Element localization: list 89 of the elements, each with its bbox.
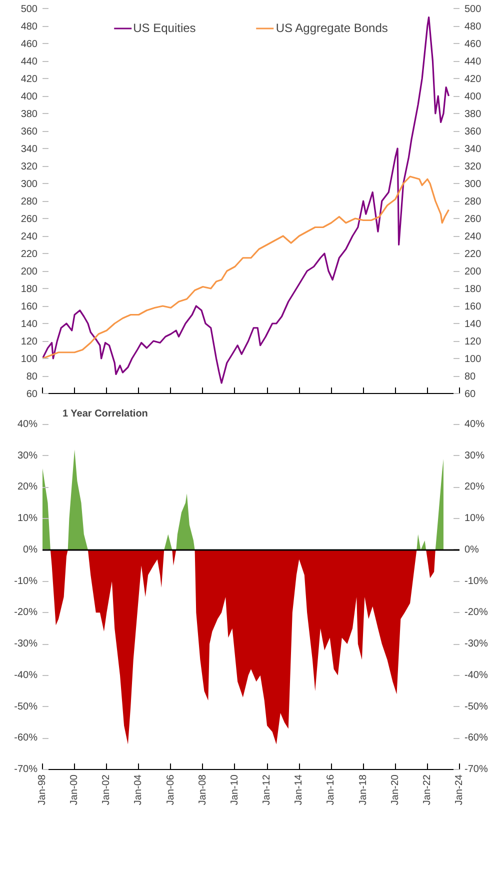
y2-tick-label: -20%	[464, 607, 488, 618]
line-series	[42, 16, 450, 384]
y2-tick-label: 200	[464, 266, 482, 278]
x-tick-label: Jan-06	[165, 774, 176, 806]
y2-tick-label: 40%	[464, 419, 485, 430]
y2-tick-label: 10%	[464, 513, 485, 524]
y-tick-label: 480	[20, 22, 38, 32]
y-tick-label: 400	[20, 92, 38, 102]
y2-tick-label: 220	[464, 249, 482, 260]
x-tick-label: Jan-08	[197, 774, 208, 806]
y2-tick-label: 80	[464, 372, 476, 382]
y-tick-label: 420	[20, 74, 38, 85]
y2-tick-label: -60%	[464, 732, 488, 744]
y-tick-label: 20%	[17, 482, 38, 493]
legend-label: US Aggregate Bonds	[276, 21, 388, 35]
y2-tick-label: 260	[464, 214, 482, 225]
y-tick-label: 380	[20, 109, 38, 120]
y2-tick-label: 440	[464, 56, 482, 68]
y-tick-label: 30%	[17, 450, 38, 462]
y-tick-label: 140	[20, 319, 38, 330]
y2-tick-label: -40%	[464, 670, 488, 681]
y-tick-label: 280	[20, 196, 38, 208]
y-tick-label: 500	[20, 4, 38, 15]
x-tick-label: Jan-16	[326, 774, 337, 806]
y-tick-label: 460	[20, 39, 38, 50]
x-tick-label: Jan-22	[422, 774, 433, 806]
y2-tick-label: 160	[464, 302, 482, 312]
y2-tick-label: 420	[464, 74, 482, 85]
y2-tick-label: 60	[464, 389, 476, 400]
y2-tick-label: 0%	[464, 544, 480, 556]
y2-tick-label: 20%	[464, 482, 485, 493]
y-tick-label: -50%	[14, 701, 38, 712]
y-tick-label: -60%	[14, 732, 38, 744]
y2-tick-label: -50%	[464, 701, 488, 712]
y-tick-label: -40%	[14, 670, 38, 681]
y2-tick-label: 320	[464, 162, 482, 172]
y2-tick-label: 120	[464, 336, 482, 348]
y-tick-label: 360	[20, 126, 38, 138]
y2-tick-label: 380	[464, 109, 482, 120]
x-tick-label: Jan-02	[101, 774, 112, 806]
y2-tick-label: 240	[464, 232, 482, 242]
y-tick-label: 120	[20, 336, 38, 348]
x-tick-label: Jan-12	[262, 774, 273, 806]
x-tick-label: Jan-14	[294, 774, 305, 806]
x-tick-label: Jan-20	[390, 774, 401, 806]
y-tick-label: -20%	[14, 607, 38, 618]
y2-tick-label: 480	[464, 22, 482, 32]
y2-tick-label: 180	[464, 284, 482, 295]
x-tick-label: Jan-18	[358, 774, 369, 806]
y-tick-label: 100	[20, 354, 38, 365]
x-tick-label: Jan-24	[454, 774, 465, 806]
line-series	[42, 176, 450, 360]
y-tick-label: 220	[20, 249, 38, 260]
chart-title: 1 Year Correlation	[62, 408, 148, 420]
y-tick-label: 40%	[17, 419, 38, 430]
legend-label: US Equities	[133, 21, 196, 35]
y2-tick-label: -10%	[464, 576, 488, 587]
y2-tick-label: 460	[464, 39, 482, 50]
y2-tick-label: 340	[464, 144, 482, 155]
y-tick-label: 340	[20, 144, 38, 155]
y-tick-label: -30%	[14, 638, 38, 650]
y-tick-label: 300	[20, 179, 38, 190]
y-tick-label: 240	[20, 232, 38, 242]
y-tick-label: 200	[20, 266, 38, 278]
y2-tick-label: -70%	[464, 764, 488, 775]
x-tick-label: Jan-98	[37, 774, 48, 806]
y-tick-label: 60	[26, 389, 38, 400]
y2-tick-label: 400	[464, 92, 482, 102]
y-tick-label: 80	[26, 372, 38, 382]
y-tick-label: -10%	[14, 576, 38, 587]
y2-tick-label: 140	[464, 319, 482, 330]
y-tick-label: -70%	[14, 764, 38, 775]
y-tick-label: 260	[20, 214, 38, 225]
y2-tick-label: -30%	[464, 638, 488, 650]
y-tick-label: 160	[20, 302, 38, 312]
x-tick-label: Jan-10	[229, 774, 240, 806]
y2-tick-label: 360	[464, 126, 482, 138]
y2-tick-label: 30%	[464, 450, 485, 462]
y2-tick-label: 100	[464, 354, 482, 365]
y-tick-label: 320	[20, 162, 38, 172]
y-tick-label: 10%	[17, 513, 38, 524]
y2-tick-label: 500	[464, 4, 482, 15]
y-tick-label: 440	[20, 56, 38, 68]
y2-tick-label: 300	[464, 179, 482, 190]
y2-tick-label: 280	[464, 196, 482, 208]
x-tick-label: Jan-04	[133, 774, 144, 806]
y-tick-label: 180	[20, 284, 38, 295]
x-tick-label: Jan-00	[69, 774, 80, 806]
y-tick-label: 0%	[23, 544, 38, 556]
